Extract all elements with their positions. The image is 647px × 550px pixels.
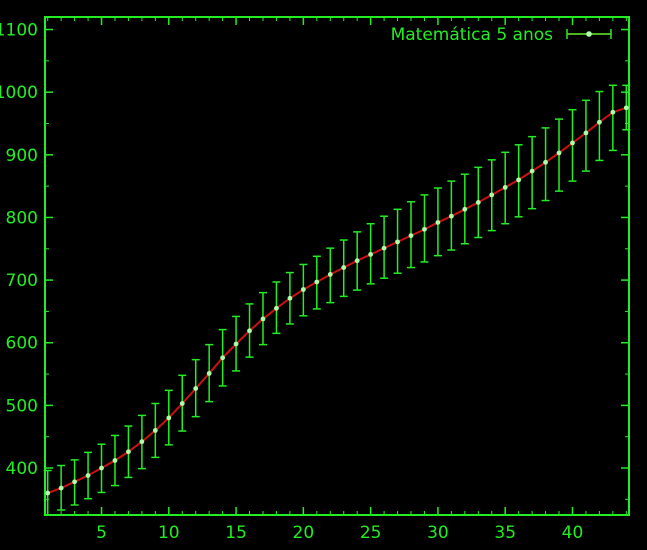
data-point	[516, 177, 522, 183]
x-tick-label: 15	[225, 523, 247, 543]
data-point	[85, 473, 91, 478]
y-tick-label: 400	[6, 459, 38, 479]
x-tick-label: 40	[562, 523, 584, 543]
data-point	[327, 272, 333, 277]
data-point	[274, 305, 279, 311]
legend-label: Matemática 5 anos	[391, 25, 554, 45]
legend-swatch-marker	[586, 31, 592, 37]
x-tick-label: 5	[96, 523, 107, 543]
data-point	[72, 479, 78, 485]
y-tick-label: 600	[6, 334, 38, 354]
data-point	[422, 226, 427, 232]
data-point	[45, 490, 51, 496]
data-point	[354, 258, 360, 264]
data-point	[448, 213, 454, 219]
data-point	[287, 295, 293, 301]
data-point	[247, 328, 252, 334]
data-point	[408, 233, 414, 239]
data-point	[475, 200, 481, 205]
data-point	[368, 252, 374, 257]
data-point	[260, 316, 266, 322]
data-point	[126, 449, 131, 455]
data-point	[556, 150, 562, 156]
data-points	[45, 105, 629, 496]
data-point	[300, 287, 306, 292]
data-point	[610, 109, 616, 115]
data-point	[502, 184, 508, 190]
data-point	[314, 279, 320, 285]
y-tick-label: 1000	[0, 83, 38, 103]
data-point	[99, 465, 104, 471]
data-point	[583, 130, 589, 136]
data-point	[220, 355, 226, 361]
data-point	[381, 245, 387, 251]
x-tick-label: 10	[158, 523, 180, 543]
data-point	[112, 458, 118, 463]
y-tick-label: 900	[6, 146, 38, 166]
data-point	[152, 428, 158, 433]
x-tick-label: 20	[293, 523, 315, 543]
legend: Matemática 5 anos	[391, 25, 612, 45]
data-point	[529, 168, 535, 174]
data-point	[543, 159, 548, 165]
data-point	[193, 386, 199, 391]
x-tick-label: 25	[360, 523, 382, 543]
data-point	[206, 371, 212, 376]
data-point	[341, 265, 347, 270]
data-point	[570, 140, 575, 146]
data-point	[596, 119, 602, 125]
data-point	[395, 239, 400, 245]
data-point	[489, 192, 495, 198]
x-tick-label: 35	[494, 523, 516, 543]
plot-frame	[44, 16, 630, 516]
data-point	[623, 105, 629, 111]
series-line	[47, 106, 627, 495]
y-tick-label: 500	[6, 396, 38, 416]
axis-ticks: 5 10 15 20 25 30 35 40 400 500 600 700 800 900 1000 110…	[0, 17, 629, 543]
x-tick-label: 30	[427, 523, 449, 543]
data-point	[233, 341, 239, 347]
data-point	[166, 415, 172, 421]
data-point	[462, 206, 468, 212]
y-tick-label: 800	[6, 208, 38, 228]
data-point	[139, 439, 145, 445]
data-point	[179, 401, 185, 406]
data-point	[435, 220, 441, 225]
y-tick-label: 700	[6, 271, 38, 291]
data-point	[58, 485, 64, 491]
y-tick-label: 1100	[0, 21, 38, 41]
